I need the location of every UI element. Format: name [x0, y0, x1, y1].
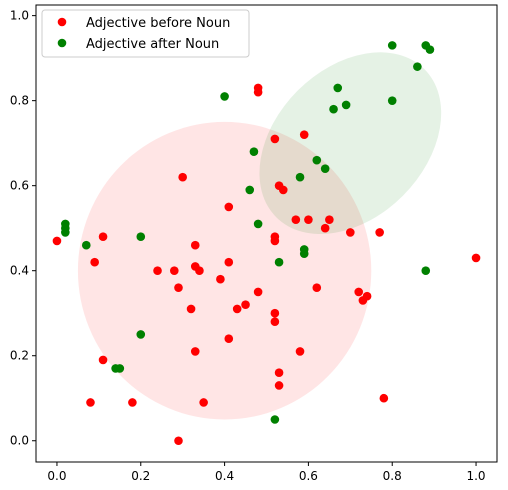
point-series1-38	[299, 130, 309, 139]
point-series1-29	[270, 236, 280, 246]
point-series1-2	[90, 257, 99, 267]
legend: Adjective before Noun Adjective after Nou…	[41, 9, 250, 58]
point-series1-12	[186, 304, 196, 314]
legend-marker-1	[57, 17, 67, 27]
point-series1-23	[241, 300, 250, 310]
point-series1-17	[199, 398, 208, 407]
x-tick-label: 0.2	[131, 469, 150, 483]
y-tick-label: 1.0	[10, 9, 29, 23]
point-series1-26	[253, 287, 263, 297]
y-tick-label: 0.6	[10, 179, 29, 193]
point-series2-18	[312, 155, 322, 165]
point-series1-39	[304, 215, 313, 224]
x-tick-label: 0.0	[47, 469, 66, 483]
point-series1-44	[354, 287, 364, 297]
point-series1-3	[86, 398, 95, 407]
x-tick-label: 0.4	[215, 469, 234, 483]
x-tick-label: 0.6	[299, 469, 318, 483]
point-series1-18	[216, 274, 225, 284]
point-series1-35	[278, 185, 288, 195]
point-series1-15	[195, 266, 204, 275]
cluster-ellipse-2	[259, 52, 442, 235]
point-series1-30	[270, 308, 280, 318]
point-series1-41	[320, 223, 330, 233]
point-series2-14	[270, 415, 280, 424]
y-tick-label: 0.0	[10, 434, 29, 448]
point-series1-11	[178, 172, 187, 182]
y-tick-label: 0.4	[10, 264, 29, 278]
point-series2-11	[249, 147, 259, 156]
point-series1-5	[98, 355, 108, 365]
point-series2-9	[220, 92, 229, 101]
point-series2-6	[115, 364, 125, 373]
point-series1-21	[224, 334, 234, 344]
point-series1-33	[274, 368, 284, 378]
point-series2-25	[413, 62, 422, 71]
point-series1-31	[270, 317, 280, 327]
point-series2-12	[253, 219, 263, 229]
point-series2-8	[136, 330, 146, 339]
cluster-ellipse-1	[77, 121, 372, 420]
point-series1-13	[190, 240, 200, 250]
point-series1-42	[325, 215, 334, 224]
legend-label-2: Adjective after Noun	[86, 37, 219, 52]
point-series2-23	[387, 41, 397, 50]
point-series1-10	[174, 436, 183, 446]
point-series2-15	[295, 172, 305, 182]
data-points	[52, 41, 481, 446]
x-tick-label: 0.8	[383, 469, 402, 483]
point-series2-3	[61, 219, 70, 229]
point-series1-22	[232, 304, 242, 314]
point-series1-1	[52, 236, 62, 246]
point-series2-20	[329, 104, 338, 114]
point-series2-13	[274, 257, 284, 267]
point-series2-22	[341, 100, 351, 110]
point-series1-25	[253, 87, 263, 97]
y-tick-label: 0.2	[10, 349, 29, 363]
point-series1-27	[270, 134, 280, 144]
point-series1-19	[224, 202, 234, 212]
legend-label-1: Adjective before Noun	[86, 16, 230, 31]
point-series1-49	[471, 253, 481, 263]
x-tick-label: 1.0	[466, 469, 485, 483]
point-series1-34	[274, 381, 284, 390]
point-series1-8	[170, 266, 179, 275]
legend-marker-2	[57, 38, 67, 48]
point-series1-48	[379, 393, 389, 403]
point-series2-10	[245, 185, 255, 195]
y-axis: 0.0 0.2 0.4 0.6 0.8 1.0	[10, 9, 36, 448]
point-series1-46	[362, 291, 372, 301]
point-series2-27	[425, 45, 435, 54]
point-series1-40	[312, 283, 322, 293]
legend-box	[41, 9, 250, 58]
point-series2-4	[81, 240, 91, 250]
point-series2-19	[320, 164, 330, 173]
point-series1-20	[224, 257, 234, 267]
point-series1-7	[153, 266, 162, 275]
point-series1-6	[128, 398, 137, 407]
cluster-ellipses	[77, 52, 442, 420]
point-series2-28	[421, 266, 431, 275]
point-series2-7	[136, 232, 146, 241]
point-series1-4	[98, 232, 108, 241]
point-series2-24	[387, 96, 397, 105]
x-axis: 0.0 0.2 0.4 0.6 0.8 1.0	[47, 462, 486, 483]
y-tick-label: 0.8	[10, 94, 29, 108]
axes-frame	[35, 4, 498, 463]
point-series1-16	[190, 347, 200, 356]
point-series2-17	[299, 249, 309, 258]
point-series1-36	[291, 215, 301, 224]
point-series2-21	[333, 83, 343, 93]
point-series1-9	[174, 283, 183, 293]
point-series1-47	[375, 228, 384, 237]
point-series1-37	[295, 347, 305, 356]
point-series1-43	[346, 228, 355, 237]
